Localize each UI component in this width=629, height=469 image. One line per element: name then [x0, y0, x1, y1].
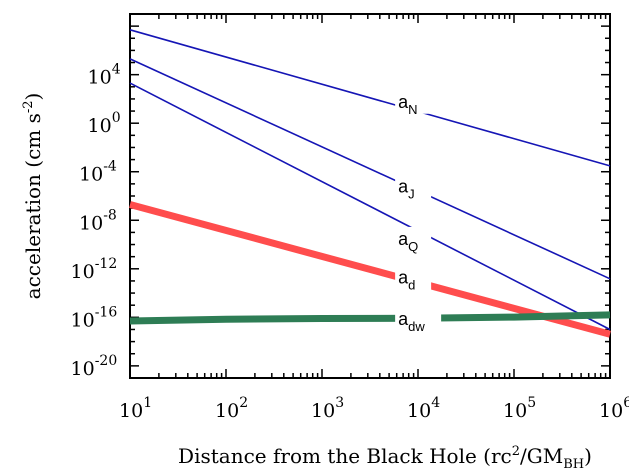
series-line-an	[129, 29, 611, 167]
y-tick-label: 10-16	[71, 304, 118, 331]
y-tick-label: 10-8	[79, 207, 117, 234]
x-tick-label: 103	[311, 395, 344, 422]
y-tick-label: 10-12	[71, 256, 118, 283]
y-tick-label: 104	[88, 62, 121, 89]
series-label-bg-ad	[395, 265, 432, 290]
plot-frame	[129, 13, 611, 379]
series-label-bg-aj	[395, 174, 432, 199]
x-tick-label: 104	[407, 395, 440, 422]
series: aN aJ aQ ad adw	[129, 29, 611, 338]
series-label-bg-an	[395, 89, 432, 114]
series-line-adw	[129, 311, 611, 325]
y-tick-label: 10-20	[71, 353, 118, 380]
y-axis-label: acceleration (cm s-2)	[21, 93, 45, 300]
series-label-adw: adw	[398, 309, 425, 334]
series-label-ad: ad	[398, 268, 415, 293]
series-label-aj: aJ	[398, 177, 415, 202]
series-line-aj	[129, 58, 611, 280]
series-line-ad	[129, 201, 611, 338]
y-tick-label: 100	[88, 110, 121, 137]
ticks	[129, 13, 611, 379]
x-tick-label: 101	[119, 395, 152, 422]
series-line-aq	[129, 82, 611, 331]
series-label-bg-adw	[395, 306, 442, 331]
x-tick-label: 102	[215, 395, 248, 422]
x-axis-label: Distance from the Black Hole (rc2/GMBH)	[178, 444, 592, 469]
tick-labels: 101 102 103 104 105 106 104 100 10-4 10-8 10-12 10-…	[71, 62, 629, 422]
series-label-bg-aq	[395, 226, 432, 251]
x-tick-label: 105	[503, 395, 536, 422]
x-tick-label: 106	[599, 395, 629, 422]
series-label-an: aN	[398, 92, 417, 117]
series-label-aq: aQ	[398, 229, 418, 254]
y-tick-label: 10-4	[79, 159, 117, 186]
